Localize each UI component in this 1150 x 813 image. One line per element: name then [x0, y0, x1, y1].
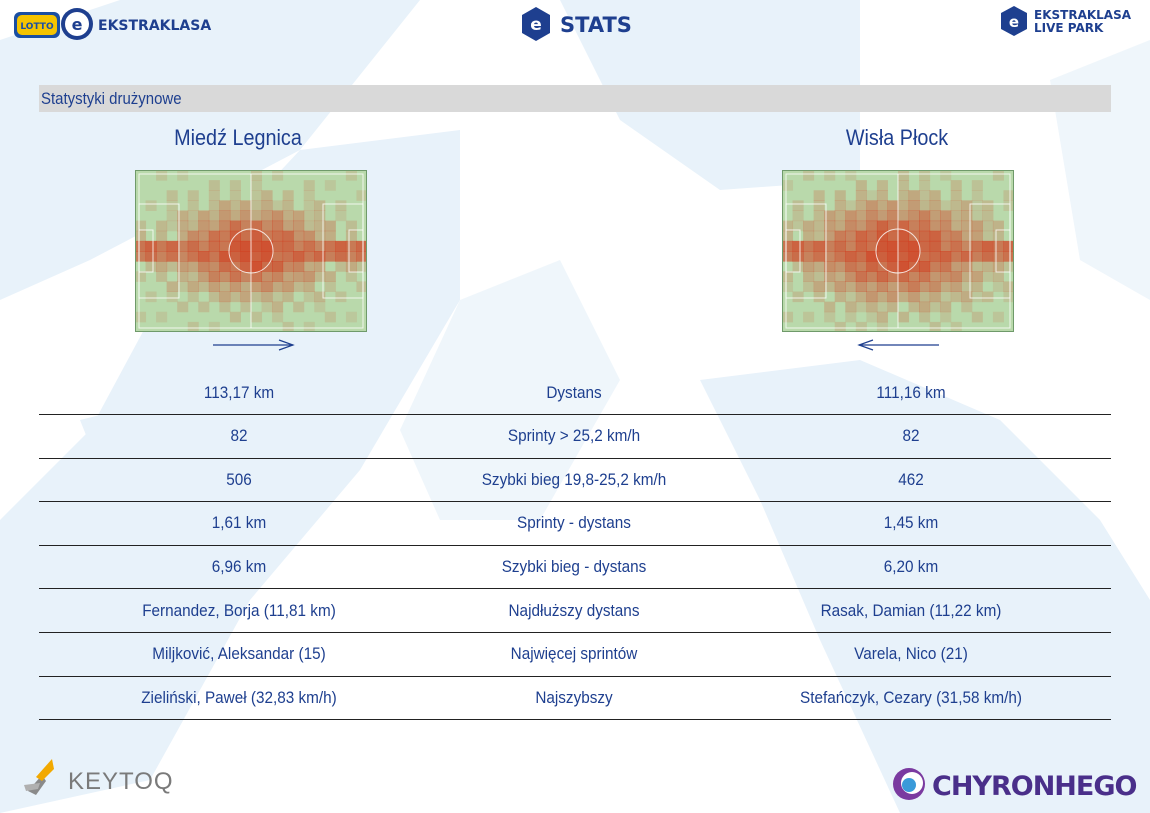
live-park-logo: e EKSTRAKLASA LIVE PARK	[1000, 5, 1140, 37]
table-row: Fernandez, Borja (11,81 km) Najdłuższy d…	[39, 589, 1111, 633]
chyronhego-logo: CHYRONHEGO	[890, 763, 1140, 805]
arrow-right-icon	[211, 338, 301, 351]
away-value: 6,20 km	[883, 557, 939, 577]
home-value: Miljković, Aleksandar (15)	[152, 644, 326, 664]
home-value: 506	[226, 469, 252, 489]
section-header: Statystyki drużynowe	[39, 85, 1111, 112]
home-value: 6,96 km	[211, 557, 267, 577]
ekstraklasa-logo: LOTTO e EKSTRAKLASA	[14, 6, 214, 42]
svg-text:e: e	[72, 15, 83, 34]
away-value: Stefańczyk, Cezary (31,58 km/h)	[800, 687, 1022, 707]
table-row: 113,17 km Dystans 111,16 km	[39, 371, 1111, 415]
stat-label: Najszybszy	[535, 687, 613, 707]
arrow-left-icon	[855, 338, 945, 351]
home-team-name: Miedź Legnica	[174, 125, 302, 150]
section-title: Statystyki drużynowe	[41, 89, 182, 108]
away-value: 1,45 km	[883, 513, 939, 533]
stats-logo: e STATS	[520, 5, 640, 43]
svg-text:EKSTRAKLASA: EKSTRAKLASA	[1034, 8, 1132, 22]
home-value: 82	[230, 426, 248, 446]
stat-label: Sprinty - dystans	[517, 513, 631, 533]
stat-label: Najwięcej sprintów	[510, 644, 638, 664]
stat-label: Szybki bieg 19,8-25,2 km/h	[481, 469, 667, 489]
svg-text:e: e	[1009, 13, 1019, 31]
table-row: 6,96 km Szybki bieg - dystans 6,20 km	[39, 546, 1111, 590]
svg-text:CHYRONHEGO: CHYRONHEGO	[932, 771, 1137, 802]
home-value: Zieliński, Paweł (32,83 km/h)	[141, 687, 337, 707]
table-row: Zieliński, Paweł (32,83 km/h) Najszybszy…	[39, 677, 1111, 721]
svg-text:EKSTRAKLASA: EKSTRAKLASA	[98, 18, 211, 34]
stat-label: Sprinty > 25,2 km/h	[507, 426, 641, 446]
away-value: Rasak, Damian (11,22 km)	[820, 600, 1002, 620]
away-value: 111,16 km	[876, 382, 946, 402]
stats-table: 113,17 km Dystans 111,16 km 82 Sprinty >…	[39, 371, 1111, 721]
table-row: 1,61 km Sprinty - dystans 1,45 km	[39, 502, 1111, 546]
table-row: 506 Szybki bieg 19,8-25,2 km/h 462	[39, 459, 1111, 503]
away-team-name: Wisła Płock	[845, 125, 949, 150]
stat-label: Szybki bieg - dystans	[501, 557, 647, 577]
home-heatmap	[135, 170, 368, 333]
svg-text:STATS: STATS	[560, 13, 632, 37]
away-value: 462	[898, 469, 924, 489]
svg-text:LIVE PARK: LIVE PARK	[1034, 21, 1104, 35]
svg-text:KEYTOQ: KEYTOQ	[68, 768, 174, 795]
svg-text:e: e	[530, 15, 542, 35]
table-row: Miljković, Aleksandar (15) Najwięcej spr…	[39, 633, 1111, 677]
home-value: 113,17 km	[203, 382, 275, 402]
keytoq-logo: KEYTOQ	[22, 755, 182, 801]
away-value: Varela, Nico (21)	[854, 644, 968, 664]
svg-text:LOTTO: LOTTO	[20, 22, 54, 32]
stat-label: Najdłuższy dystans	[508, 600, 640, 620]
home-value: Fernandez, Borja (11,81 km)	[142, 600, 336, 620]
home-value: 1,61 km	[211, 513, 267, 533]
table-row: 82 Sprinty > 25,2 km/h 82	[39, 415, 1111, 459]
away-heatmap	[782, 170, 1015, 333]
away-value: 82	[902, 426, 920, 446]
stat-label: Dystans	[546, 382, 602, 402]
